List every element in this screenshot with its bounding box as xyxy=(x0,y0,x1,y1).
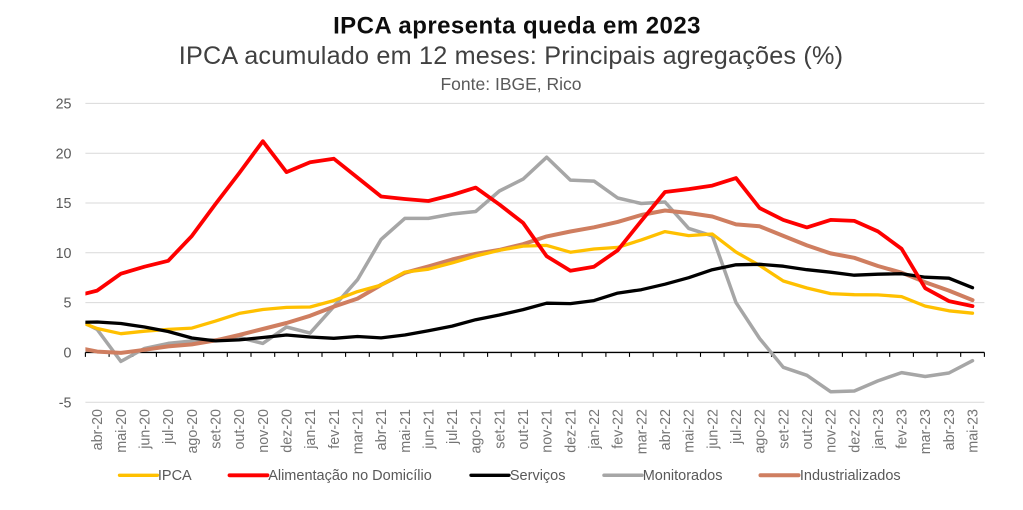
svg-text:fev-21: fev-21 xyxy=(327,409,343,449)
svg-text:abr-20: abr-20 xyxy=(90,409,106,450)
svg-text:-5: -5 xyxy=(59,395,72,411)
svg-text:25: 25 xyxy=(56,97,72,113)
svg-text:jul-21: jul-21 xyxy=(445,409,461,445)
svg-text:Fonte: IBGE, Rico: Fonte: IBGE, Rico xyxy=(440,74,581,94)
svg-text:jan-21: jan-21 xyxy=(303,409,319,450)
svg-text:out-20: out-20 xyxy=(232,409,248,450)
svg-text:abr-21: abr-21 xyxy=(374,409,390,450)
svg-text:20: 20 xyxy=(56,146,72,162)
svg-text:set-22: set-22 xyxy=(776,409,792,449)
svg-text:Industrializados: Industrializados xyxy=(800,468,901,484)
svg-text:IPCA acumulado em 12 meses: Pr: IPCA acumulado em 12 meses: Principais a… xyxy=(179,42,843,70)
svg-text:mar-23: mar-23 xyxy=(918,409,934,454)
svg-text:ago-22: ago-22 xyxy=(753,409,769,454)
svg-text:mar-21: mar-21 xyxy=(351,409,367,454)
svg-text:IPCA apresenta queda em 2023: IPCA apresenta queda em 2023 xyxy=(333,12,701,39)
svg-text:out-22: out-22 xyxy=(800,409,816,450)
svg-text:set-21: set-21 xyxy=(492,409,508,449)
svg-text:mar-22: mar-22 xyxy=(634,409,650,454)
svg-text:15: 15 xyxy=(56,196,72,212)
svg-text:mai-20: mai-20 xyxy=(114,409,130,453)
svg-text:10: 10 xyxy=(56,246,72,262)
svg-text:set-20: set-20 xyxy=(209,409,225,449)
svg-text:jan-23: jan-23 xyxy=(871,409,887,450)
svg-text:abr-23: abr-23 xyxy=(942,409,958,450)
svg-text:abr-22: abr-22 xyxy=(658,409,674,450)
svg-text:dez-21: dez-21 xyxy=(563,409,579,453)
svg-text:jun-20: jun-20 xyxy=(138,409,154,450)
svg-text:dez-20: dez-20 xyxy=(280,409,296,453)
svg-text:jul-20: jul-20 xyxy=(161,409,177,445)
svg-text:jul-22: jul-22 xyxy=(729,409,745,445)
svg-text:mai-21: mai-21 xyxy=(398,409,414,453)
svg-text:5: 5 xyxy=(64,296,72,312)
svg-text:jun-21: jun-21 xyxy=(421,409,437,450)
svg-text:Monitorados: Monitorados xyxy=(643,468,723,484)
svg-text:ago-20: ago-20 xyxy=(185,409,201,454)
svg-text:nov-22: nov-22 xyxy=(824,409,840,453)
svg-text:fev-22: fev-22 xyxy=(611,409,627,449)
svg-text:ago-21: ago-21 xyxy=(469,409,485,454)
svg-text:nov-20: nov-20 xyxy=(256,409,272,453)
svg-text:IPCA: IPCA xyxy=(158,468,192,484)
svg-text:fev-23: fev-23 xyxy=(895,409,911,449)
svg-text:0: 0 xyxy=(64,346,72,362)
svg-text:mai-22: mai-22 xyxy=(682,409,698,453)
svg-text:mai-23: mai-23 xyxy=(966,409,982,453)
svg-text:out-21: out-21 xyxy=(516,409,532,450)
svg-text:jun-22: jun-22 xyxy=(705,409,721,450)
svg-text:nov-21: nov-21 xyxy=(540,409,556,453)
svg-text:Serviços: Serviços xyxy=(510,468,566,484)
svg-text:jan-22: jan-22 xyxy=(587,409,603,450)
svg-text:dez-22: dez-22 xyxy=(847,409,863,453)
svg-text:Alimentação no Domicílio: Alimentação no Domicílio xyxy=(268,468,432,484)
